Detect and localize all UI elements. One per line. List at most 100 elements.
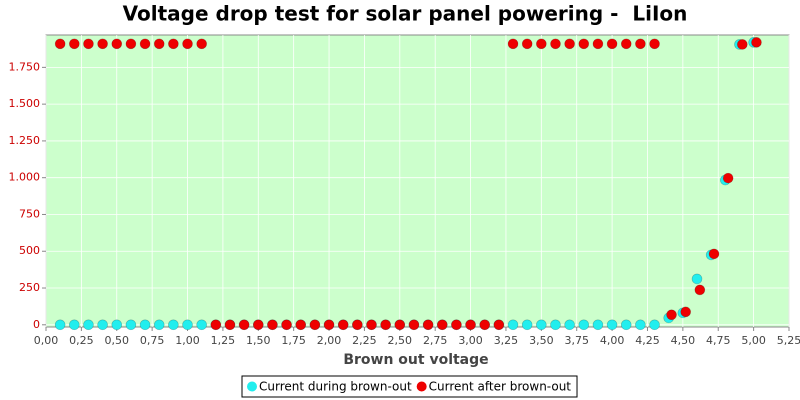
ticks: 0 250 500 750 1.000 1.250 1.500 1.750 0,00 0,25 0,…: [9, 60, 800, 347]
chart-title: Voltage drop test for solar panel poweri…: [123, 2, 688, 26]
y-tick-label: 1.750: [9, 60, 41, 73]
point: [182, 38, 193, 50]
point: [649, 38, 660, 50]
point: [54, 38, 66, 50]
legend-box: [241, 375, 578, 398]
point: [281, 319, 292, 331]
x-tick-label: 3,50: [529, 334, 554, 347]
point: [708, 248, 720, 260]
point: [295, 319, 307, 331]
point: [536, 38, 547, 50]
point: [168, 38, 179, 50]
y-tick-label: 1.000: [9, 171, 41, 184]
point: [54, 319, 66, 331]
legend-label: Current during brown-out: [259, 380, 412, 394]
point: [436, 319, 448, 331]
y-tick-label: 750: [19, 207, 40, 220]
legend: Current during brown-out Current after br…: [241, 375, 578, 398]
point: [153, 38, 165, 50]
plot-area: [45, 34, 790, 328]
point: [267, 319, 278, 331]
point: [168, 319, 179, 331]
x-tick-label: 4,75: [706, 334, 731, 347]
legend-swatch: [416, 381, 427, 392]
point: [323, 319, 335, 331]
point: [550, 38, 561, 50]
point: [153, 319, 165, 331]
y-tick-label: 250: [19, 281, 40, 294]
point: [83, 38, 94, 50]
point: [352, 319, 363, 331]
point: [83, 319, 94, 331]
point: [125, 319, 137, 331]
point: [722, 172, 734, 184]
point: [635, 319, 646, 331]
x-tick-label: 2,00: [317, 334, 342, 347]
point: [139, 319, 151, 331]
x-tick-label: 2,25: [352, 334, 377, 347]
x-tick-label: 2,75: [423, 334, 448, 347]
point: [380, 319, 391, 331]
point: [606, 319, 618, 331]
point: [550, 319, 561, 331]
point: [196, 319, 207, 331]
point: [680, 306, 691, 318]
point: [451, 319, 462, 331]
x-tick-label: 5,00: [741, 334, 766, 347]
x-tick-label: 5,25: [777, 334, 800, 347]
point: [507, 38, 519, 50]
point: [125, 38, 137, 50]
y-tick-label: 0: [33, 318, 40, 331]
point: [224, 319, 236, 331]
point: [564, 319, 575, 331]
point: [97, 319, 108, 331]
y-tick-label: 500: [19, 244, 40, 257]
point: [620, 38, 632, 50]
point: [252, 319, 264, 331]
point: [736, 39, 748, 50]
x-tick-label: 1,00: [175, 334, 200, 347]
point: [649, 319, 660, 331]
x-tick-label: 4,25: [635, 334, 660, 347]
point: [69, 319, 80, 331]
x-tick-label: 0,75: [140, 334, 165, 347]
point: [111, 319, 123, 331]
y-tick-label: 1.250: [9, 134, 41, 147]
x-tick-label: 4,50: [671, 334, 696, 347]
point: [97, 38, 108, 50]
point: [507, 319, 519, 331]
point: [465, 319, 476, 331]
point: [309, 319, 321, 331]
point: [408, 319, 420, 331]
point: [694, 284, 706, 296]
point: [182, 319, 193, 331]
point: [592, 38, 604, 50]
point: [564, 38, 575, 50]
point: [366, 319, 377, 331]
point: [620, 319, 632, 331]
x-tick-label: 0,00: [34, 334, 59, 347]
grid: [45, 35, 790, 327]
point: [521, 38, 533, 50]
x-tick-label: 1,50: [246, 334, 271, 347]
point: [666, 309, 677, 321]
legend-swatch: [247, 381, 257, 392]
y-tick-label: 1.500: [9, 97, 41, 110]
point: [238, 319, 250, 331]
point: [578, 38, 590, 50]
point: [394, 319, 406, 331]
x-tick-label: 1,75: [281, 334, 306, 347]
point: [536, 319, 547, 331]
x-tick-label: 4,00: [600, 334, 625, 347]
point: [111, 38, 123, 50]
point: [592, 319, 604, 331]
point: [521, 319, 533, 331]
x-tick-label: 3,75: [564, 334, 589, 347]
x-tick-label: 3,00: [458, 334, 483, 347]
x-axis-label: Brown out voltage: [343, 352, 488, 368]
legend-label: Current after brown-out: [429, 380, 572, 394]
x-tick-label: 3,25: [494, 334, 519, 347]
point: [479, 319, 491, 331]
point: [196, 38, 207, 50]
